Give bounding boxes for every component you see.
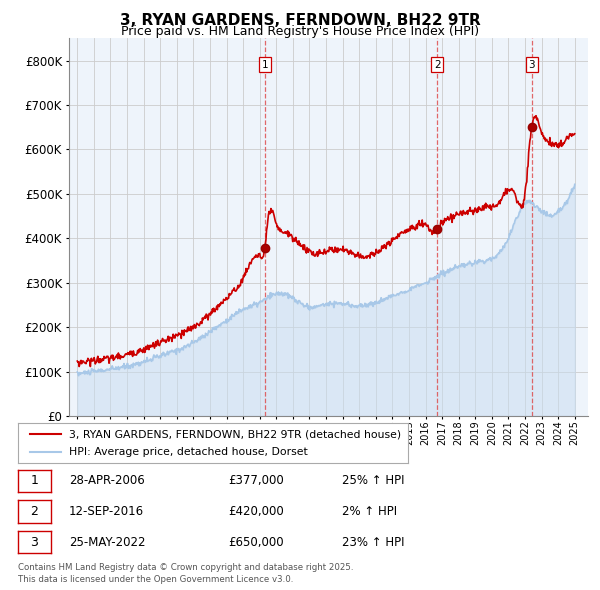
Text: 25% ↑ HPI: 25% ↑ HPI (342, 474, 404, 487)
Text: 2: 2 (31, 505, 38, 518)
Text: 3: 3 (529, 60, 535, 70)
Text: £377,000: £377,000 (228, 474, 284, 487)
Text: 1: 1 (31, 474, 38, 487)
Text: 12-SEP-2016: 12-SEP-2016 (69, 505, 144, 518)
Text: £650,000: £650,000 (228, 536, 284, 549)
Text: 23% ↑ HPI: 23% ↑ HPI (342, 536, 404, 549)
Text: 3, RYAN GARDENS, FERNDOWN, BH22 9TR (detached house): 3, RYAN GARDENS, FERNDOWN, BH22 9TR (det… (69, 430, 401, 440)
Text: 28-APR-2006: 28-APR-2006 (69, 474, 145, 487)
Text: 25-MAY-2022: 25-MAY-2022 (69, 536, 146, 549)
Text: 2: 2 (434, 60, 440, 70)
Text: This data is licensed under the Open Government Licence v3.0.: This data is licensed under the Open Gov… (18, 575, 293, 584)
Text: 3, RYAN GARDENS, FERNDOWN, BH22 9TR: 3, RYAN GARDENS, FERNDOWN, BH22 9TR (119, 13, 481, 28)
Text: 2% ↑ HPI: 2% ↑ HPI (342, 505, 397, 518)
Text: Price paid vs. HM Land Registry's House Price Index (HPI): Price paid vs. HM Land Registry's House … (121, 25, 479, 38)
Text: 1: 1 (262, 60, 268, 70)
Text: Contains HM Land Registry data © Crown copyright and database right 2025.: Contains HM Land Registry data © Crown c… (18, 563, 353, 572)
Text: £420,000: £420,000 (228, 505, 284, 518)
Text: 3: 3 (31, 536, 38, 549)
Text: HPI: Average price, detached house, Dorset: HPI: Average price, detached house, Dors… (69, 447, 307, 457)
